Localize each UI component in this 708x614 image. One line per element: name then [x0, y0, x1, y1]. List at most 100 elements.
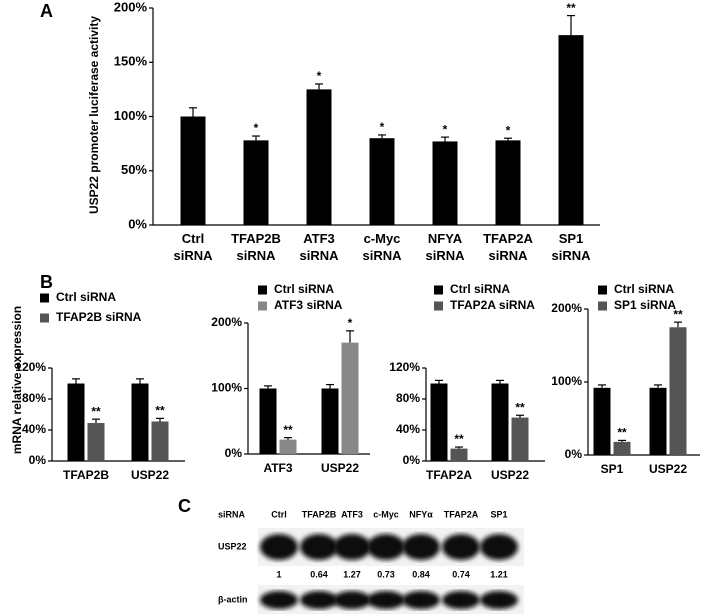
y-tick-label: 200%: [211, 315, 242, 329]
x-tick-line: c-Myc: [364, 231, 401, 246]
error-bar: [156, 417, 164, 422]
bar: [649, 387, 667, 455]
lane-label: Ctrl: [271, 509, 287, 519]
legend-label: Ctrl siRNA: [274, 282, 334, 296]
bar: [491, 383, 509, 461]
row-label: β-actin: [218, 594, 248, 604]
y-tick-label: 50%: [121, 162, 147, 177]
legend-swatch: [40, 293, 49, 303]
y-tick-label: 80%: [22, 391, 46, 405]
significance: **: [155, 404, 165, 418]
x-tick-label: Ctrl siRNA: [173, 231, 213, 263]
bar: [151, 421, 169, 461]
band: [333, 591, 371, 609]
band: [333, 534, 371, 560]
bar: [321, 388, 339, 454]
bar: [131, 383, 149, 461]
error-bar: [136, 378, 144, 384]
x-tick-label: USP22: [131, 468, 169, 482]
x-tick-label: SP1: [601, 462, 624, 476]
y-tick-label: 0%: [403, 453, 421, 467]
significance: *: [443, 122, 448, 136]
y-tick-label: 150%: [114, 54, 148, 69]
significance: **: [454, 432, 464, 446]
bar: [67, 383, 85, 461]
quantification: 1.21: [490, 569, 508, 579]
significance: **: [515, 400, 525, 414]
bar: [259, 388, 277, 454]
x-tick-line: siRNA: [551, 248, 591, 263]
x-tick-label: USP22: [491, 468, 529, 482]
significance: *: [380, 120, 385, 134]
y-tick-label: 100%: [211, 381, 242, 395]
significance: *: [348, 316, 353, 330]
legend-label: Ctrl siRNA: [450, 282, 510, 296]
x-tick-line: TFAP2B: [231, 231, 281, 246]
bar: [669, 327, 687, 455]
bar: [243, 140, 269, 225]
x-tick-label: NFYA siRNA: [425, 231, 465, 263]
x-tick-label: ATF3: [263, 461, 292, 475]
error-bar: [378, 134, 386, 139]
bar: [558, 35, 584, 225]
quantification: 0.84: [412, 569, 430, 579]
legend-swatch: [598, 301, 607, 311]
band: [442, 591, 480, 609]
panel-label: B: [40, 272, 53, 292]
panel-label: A: [40, 1, 53, 21]
x-tick-line: siRNA: [425, 248, 465, 263]
error-bar: [567, 14, 575, 36]
quantification: 0.64: [310, 569, 328, 579]
x-tick-label: ATF3 siRNA: [299, 231, 339, 263]
quantification: 1: [276, 569, 281, 579]
x-tick-line: NFYA: [428, 231, 463, 246]
significance: *: [506, 123, 511, 137]
y-tick-label: 80%: [396, 391, 420, 405]
x-tick-line: ATF3: [303, 231, 335, 246]
x-tick-line: siRNA: [362, 248, 402, 263]
x-tick-label: USP22: [649, 462, 687, 476]
band: [480, 534, 518, 560]
y-tick-label: 200%: [114, 0, 148, 14]
y-axis-label: USP22 promoter luciferase activity: [87, 16, 101, 214]
error-bar: [315, 83, 323, 90]
band: [402, 591, 440, 609]
x-tick-line: Ctrl: [182, 231, 204, 246]
legend-label: TFAP2B siRNA: [56, 310, 142, 324]
bar: [341, 342, 359, 454]
y-tick-label: 40%: [22, 422, 46, 436]
legend-swatch: [40, 313, 49, 323]
legend-swatch: [434, 301, 443, 311]
y-tick-label: 100%: [551, 374, 582, 388]
legend-label: ATF3 siRNA: [274, 298, 343, 312]
y-tick-label: 0%: [565, 447, 583, 461]
y-tick-label: 120%: [15, 360, 46, 374]
bar: [450, 448, 468, 461]
bar: [430, 383, 448, 461]
significance: *: [254, 121, 259, 135]
significance: **: [566, 1, 576, 15]
row-label: USP22: [218, 541, 247, 551]
bar: [495, 140, 521, 225]
panel-label: C: [178, 496, 191, 516]
error-bar: [504, 137, 512, 141]
x-tick-line: siRNA: [173, 248, 213, 263]
x-tick-label: USP22: [321, 461, 359, 475]
error-bar: [284, 437, 292, 440]
x-tick-line: siRNA: [299, 248, 339, 263]
x-tick-label: TFAP2A: [426, 468, 472, 482]
error-bar: [618, 439, 626, 442]
x-tick-label: TFAP2B: [63, 468, 109, 482]
legend-swatch: [598, 285, 607, 295]
bar: [279, 439, 297, 454]
band: [367, 591, 405, 609]
band: [300, 534, 338, 560]
significance: *: [317, 69, 322, 83]
y-tick-label: 0%: [225, 446, 243, 460]
legend-label: SP1 siRNA: [614, 298, 676, 312]
bar: [306, 89, 332, 225]
error-bar: [441, 136, 449, 142]
x-tick-line: siRNA: [488, 248, 528, 263]
lane-label: NFYα: [409, 509, 433, 519]
error-bar: [72, 378, 80, 384]
